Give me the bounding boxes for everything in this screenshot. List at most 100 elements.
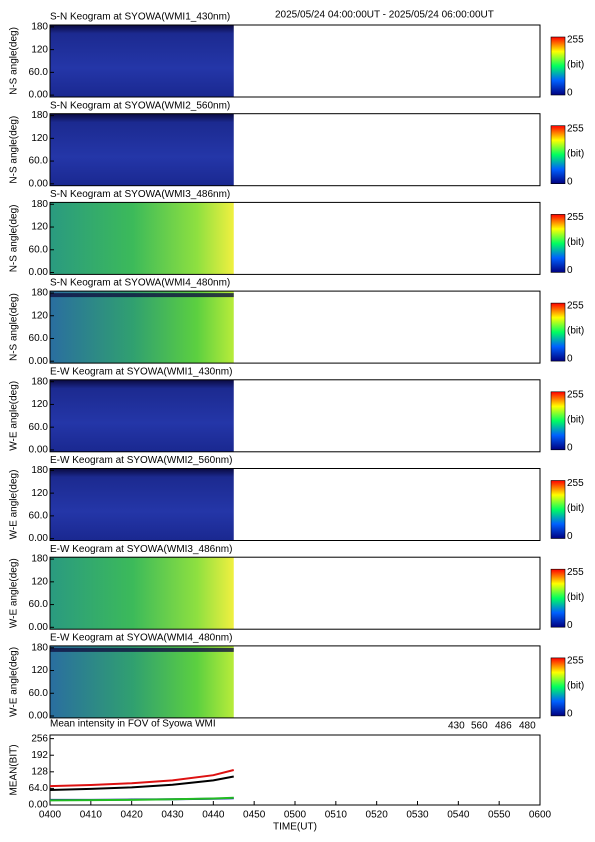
- x-tick-label: 0500: [284, 810, 307, 821]
- colorbar-unit: (bit): [567, 503, 584, 514]
- y-tick-label: 120: [31, 488, 48, 499]
- y-tick-label: 180: [31, 376, 48, 387]
- y-tick-label: 0.00: [29, 711, 49, 722]
- y-tick-label: 120: [31, 576, 48, 587]
- x-tick-label: 0430: [161, 810, 184, 821]
- x-tick-label: 0520: [366, 810, 389, 821]
- x-tick-label: 0530: [406, 810, 429, 821]
- y-axis-label: N-S angle(deg): [9, 27, 20, 95]
- panel-title: E-W Keogram at SYOWA(WMI1_430nm): [50, 366, 232, 377]
- x-tick-label: 0550: [488, 810, 511, 821]
- colorbar: [550, 568, 566, 628]
- keogram-image: [50, 202, 234, 275]
- plot-frame: [49, 645, 541, 719]
- colorbar-min: 0: [567, 176, 573, 187]
- y-tick-label: 60.0: [29, 333, 49, 344]
- plot-frame: [49, 113, 541, 187]
- panel-title: S-N Keogram at SYOWA(WMI2_560nm): [50, 100, 230, 111]
- colorbar-min: 0: [567, 709, 573, 720]
- colorbar: [550, 214, 566, 273]
- y-tick-label: 180: [31, 465, 48, 476]
- keogram-band: [50, 647, 234, 652]
- y-tick-label: 120: [31, 44, 48, 55]
- y-axis-label: W-E angle(deg): [9, 647, 20, 717]
- x-tick-label: 0540: [447, 810, 470, 821]
- panel-title: E-W Keogram at SYOWA(WMI3_486nm): [50, 544, 232, 555]
- y-tick-label: 192: [31, 750, 48, 761]
- x-tick-label: 0420: [121, 810, 144, 821]
- y-tick-label: 0.00: [29, 622, 49, 633]
- legend-entry: 430: [448, 721, 465, 732]
- keogram-image: [50, 113, 234, 186]
- colorbar-max: 255: [567, 478, 584, 489]
- y-tick-label: 0.00: [29, 267, 49, 278]
- colorbar-unit: (bit): [567, 414, 584, 425]
- colorbar-min: 0: [567, 442, 573, 453]
- colorbar-unit: (bit): [567, 237, 584, 248]
- x-tick-label: 0510: [325, 810, 348, 821]
- keogram-image: [50, 557, 234, 630]
- colorbar: [550, 657, 566, 717]
- panel-title: S-N Keogram at SYOWA(WMI1_430nm): [50, 12, 230, 23]
- y-axis-label: W-E angle(deg): [9, 381, 20, 451]
- y-axis-label: W-E angle(deg): [9, 558, 20, 628]
- colorbar-min: 0: [567, 531, 573, 542]
- colorbar: [550, 36, 566, 96]
- colorbar: [550, 480, 566, 539]
- y-tick-label: 60.0: [29, 244, 49, 255]
- y-tick-label: 60.0: [29, 599, 49, 610]
- y-tick-label: 120: [31, 665, 48, 676]
- x-tick-label: 0400: [39, 810, 62, 821]
- panel-title: E-W Keogram at SYOWA(WMI4_480nm): [50, 633, 232, 644]
- y-axis-label: W-E angle(deg): [9, 470, 20, 540]
- x-tick-label: 0600: [529, 810, 552, 821]
- colorbar-max: 255: [567, 301, 584, 312]
- panel-title: S-N Keogram at SYOWA(WMI3_486nm): [50, 189, 230, 200]
- colorbar-min: 0: [567, 354, 573, 365]
- plot-frame: [49, 24, 541, 98]
- colorbar: [550, 391, 566, 451]
- keogram-image: [50, 291, 234, 364]
- colorbar-unit: (bit): [567, 148, 584, 159]
- y-tick-label: 180: [31, 642, 48, 653]
- colorbar-unit: (bit): [567, 326, 584, 337]
- y-axis-label: MEAN(BIT): [9, 744, 20, 795]
- colorbar-min: 0: [567, 620, 573, 631]
- colorbar-max: 255: [567, 389, 584, 400]
- series-line: [49, 775, 234, 791]
- colorbar-unit: (bit): [567, 681, 584, 692]
- legend-entry: 486: [495, 721, 512, 732]
- plot-frame: [49, 379, 541, 453]
- colorbar: [550, 302, 566, 362]
- colorbar-max: 255: [567, 35, 584, 46]
- y-tick-label: 180: [31, 199, 48, 210]
- keogram-image: [50, 468, 234, 541]
- y-tick-label: 120: [31, 399, 48, 410]
- colorbar-unit: (bit): [567, 60, 584, 71]
- y-tick-label: 0.00: [29, 533, 49, 544]
- plot-frame: [49, 734, 541, 806]
- y-tick-label: 180: [31, 22, 48, 33]
- y-tick-label: 120: [31, 222, 48, 233]
- x-tick-label: 0450: [243, 810, 266, 821]
- colorbar-max: 255: [567, 567, 584, 578]
- chart-title: Mean intensity in FOV of Syowa WMI: [50, 719, 216, 730]
- y-tick-label: 60.0: [29, 422, 49, 433]
- x-tick-label: 0440: [202, 810, 225, 821]
- panel-title: S-N Keogram at SYOWA(WMI4_480nm): [50, 278, 230, 289]
- plot-frame: [49, 201, 541, 275]
- y-tick-label: 180: [31, 288, 48, 299]
- colorbar-unit: (bit): [567, 592, 584, 603]
- y-axis-label: N-S angle(deg): [9, 116, 20, 184]
- y-tick-label: 0.00: [29, 178, 49, 189]
- y-tick-label: 64.0: [29, 783, 49, 794]
- y-tick-label: 120: [31, 310, 48, 321]
- y-tick-label: 60.0: [29, 688, 49, 699]
- series-line: [49, 769, 234, 788]
- keogram-image: [50, 645, 234, 718]
- y-tick-label: 60.0: [29, 511, 49, 522]
- legend-entry: 480: [519, 721, 536, 732]
- colorbar-max: 255: [567, 656, 584, 667]
- colorbar: [550, 125, 566, 184]
